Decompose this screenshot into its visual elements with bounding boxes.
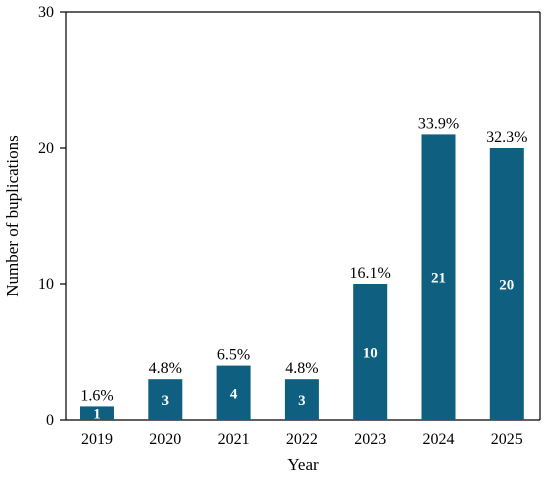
bar-count-label: 10 bbox=[363, 346, 378, 362]
x-tick-label: 2019 bbox=[81, 431, 113, 448]
bar-2021 bbox=[216, 365, 251, 420]
plot-frame bbox=[65, 11, 541, 421]
x-tick-label: 2024 bbox=[423, 431, 455, 448]
bar-percent-label: 6.5% bbox=[217, 347, 250, 364]
y-tick-label: 10 bbox=[38, 276, 54, 293]
x-tick-label: 2023 bbox=[354, 431, 386, 448]
bar-count-label: 4 bbox=[230, 386, 238, 402]
bar-2019 bbox=[80, 406, 114, 420]
bar-percent-label: 4.8% bbox=[285, 360, 318, 377]
bar-count-label: 21 bbox=[431, 271, 446, 287]
bars-group: 1 1.6% 3 4.8% 4 6.5% 3 4.8% 10 16.1% 21 33.9% 20 32.3… bbox=[80, 115, 527, 423]
bar-percent-label: 32.3% bbox=[486, 129, 527, 146]
y-axis-ticks: 0 10 20 30 bbox=[38, 4, 66, 429]
x-tick-label: 2020 bbox=[149, 431, 181, 448]
bar-count-label: 1 bbox=[93, 407, 101, 423]
bar-2020 bbox=[148, 379, 183, 420]
bar-2024 bbox=[421, 134, 456, 420]
y-tick-label: 30 bbox=[38, 4, 54, 21]
bar-2025 bbox=[489, 148, 524, 420]
bar-percent-label: 4.8% bbox=[149, 360, 182, 377]
bar-percent-label: 1.6% bbox=[80, 387, 113, 404]
bar-percent-label: 16.1% bbox=[350, 265, 391, 282]
x-tick-label: 2021 bbox=[218, 431, 250, 448]
x-axis-ticks: 2019 2020 2021 2022 2023 2024 2025 bbox=[81, 431, 523, 448]
x-axis-title: Year bbox=[287, 455, 319, 474]
bar-count-label: 20 bbox=[499, 278, 514, 294]
y-tick-label: 20 bbox=[38, 140, 54, 157]
bar-count-label: 3 bbox=[298, 393, 306, 409]
bar-2022 bbox=[284, 379, 319, 420]
x-tick-label: 2022 bbox=[286, 431, 318, 448]
y-axis-title: Number of buplications bbox=[3, 135, 22, 296]
bar-2023 bbox=[353, 284, 388, 420]
bar-percent-label: 33.9% bbox=[418, 115, 459, 132]
y-tick-label: 0 bbox=[46, 412, 54, 429]
bar-count-label: 3 bbox=[162, 393, 170, 409]
x-tick-label: 2025 bbox=[491, 431, 523, 448]
